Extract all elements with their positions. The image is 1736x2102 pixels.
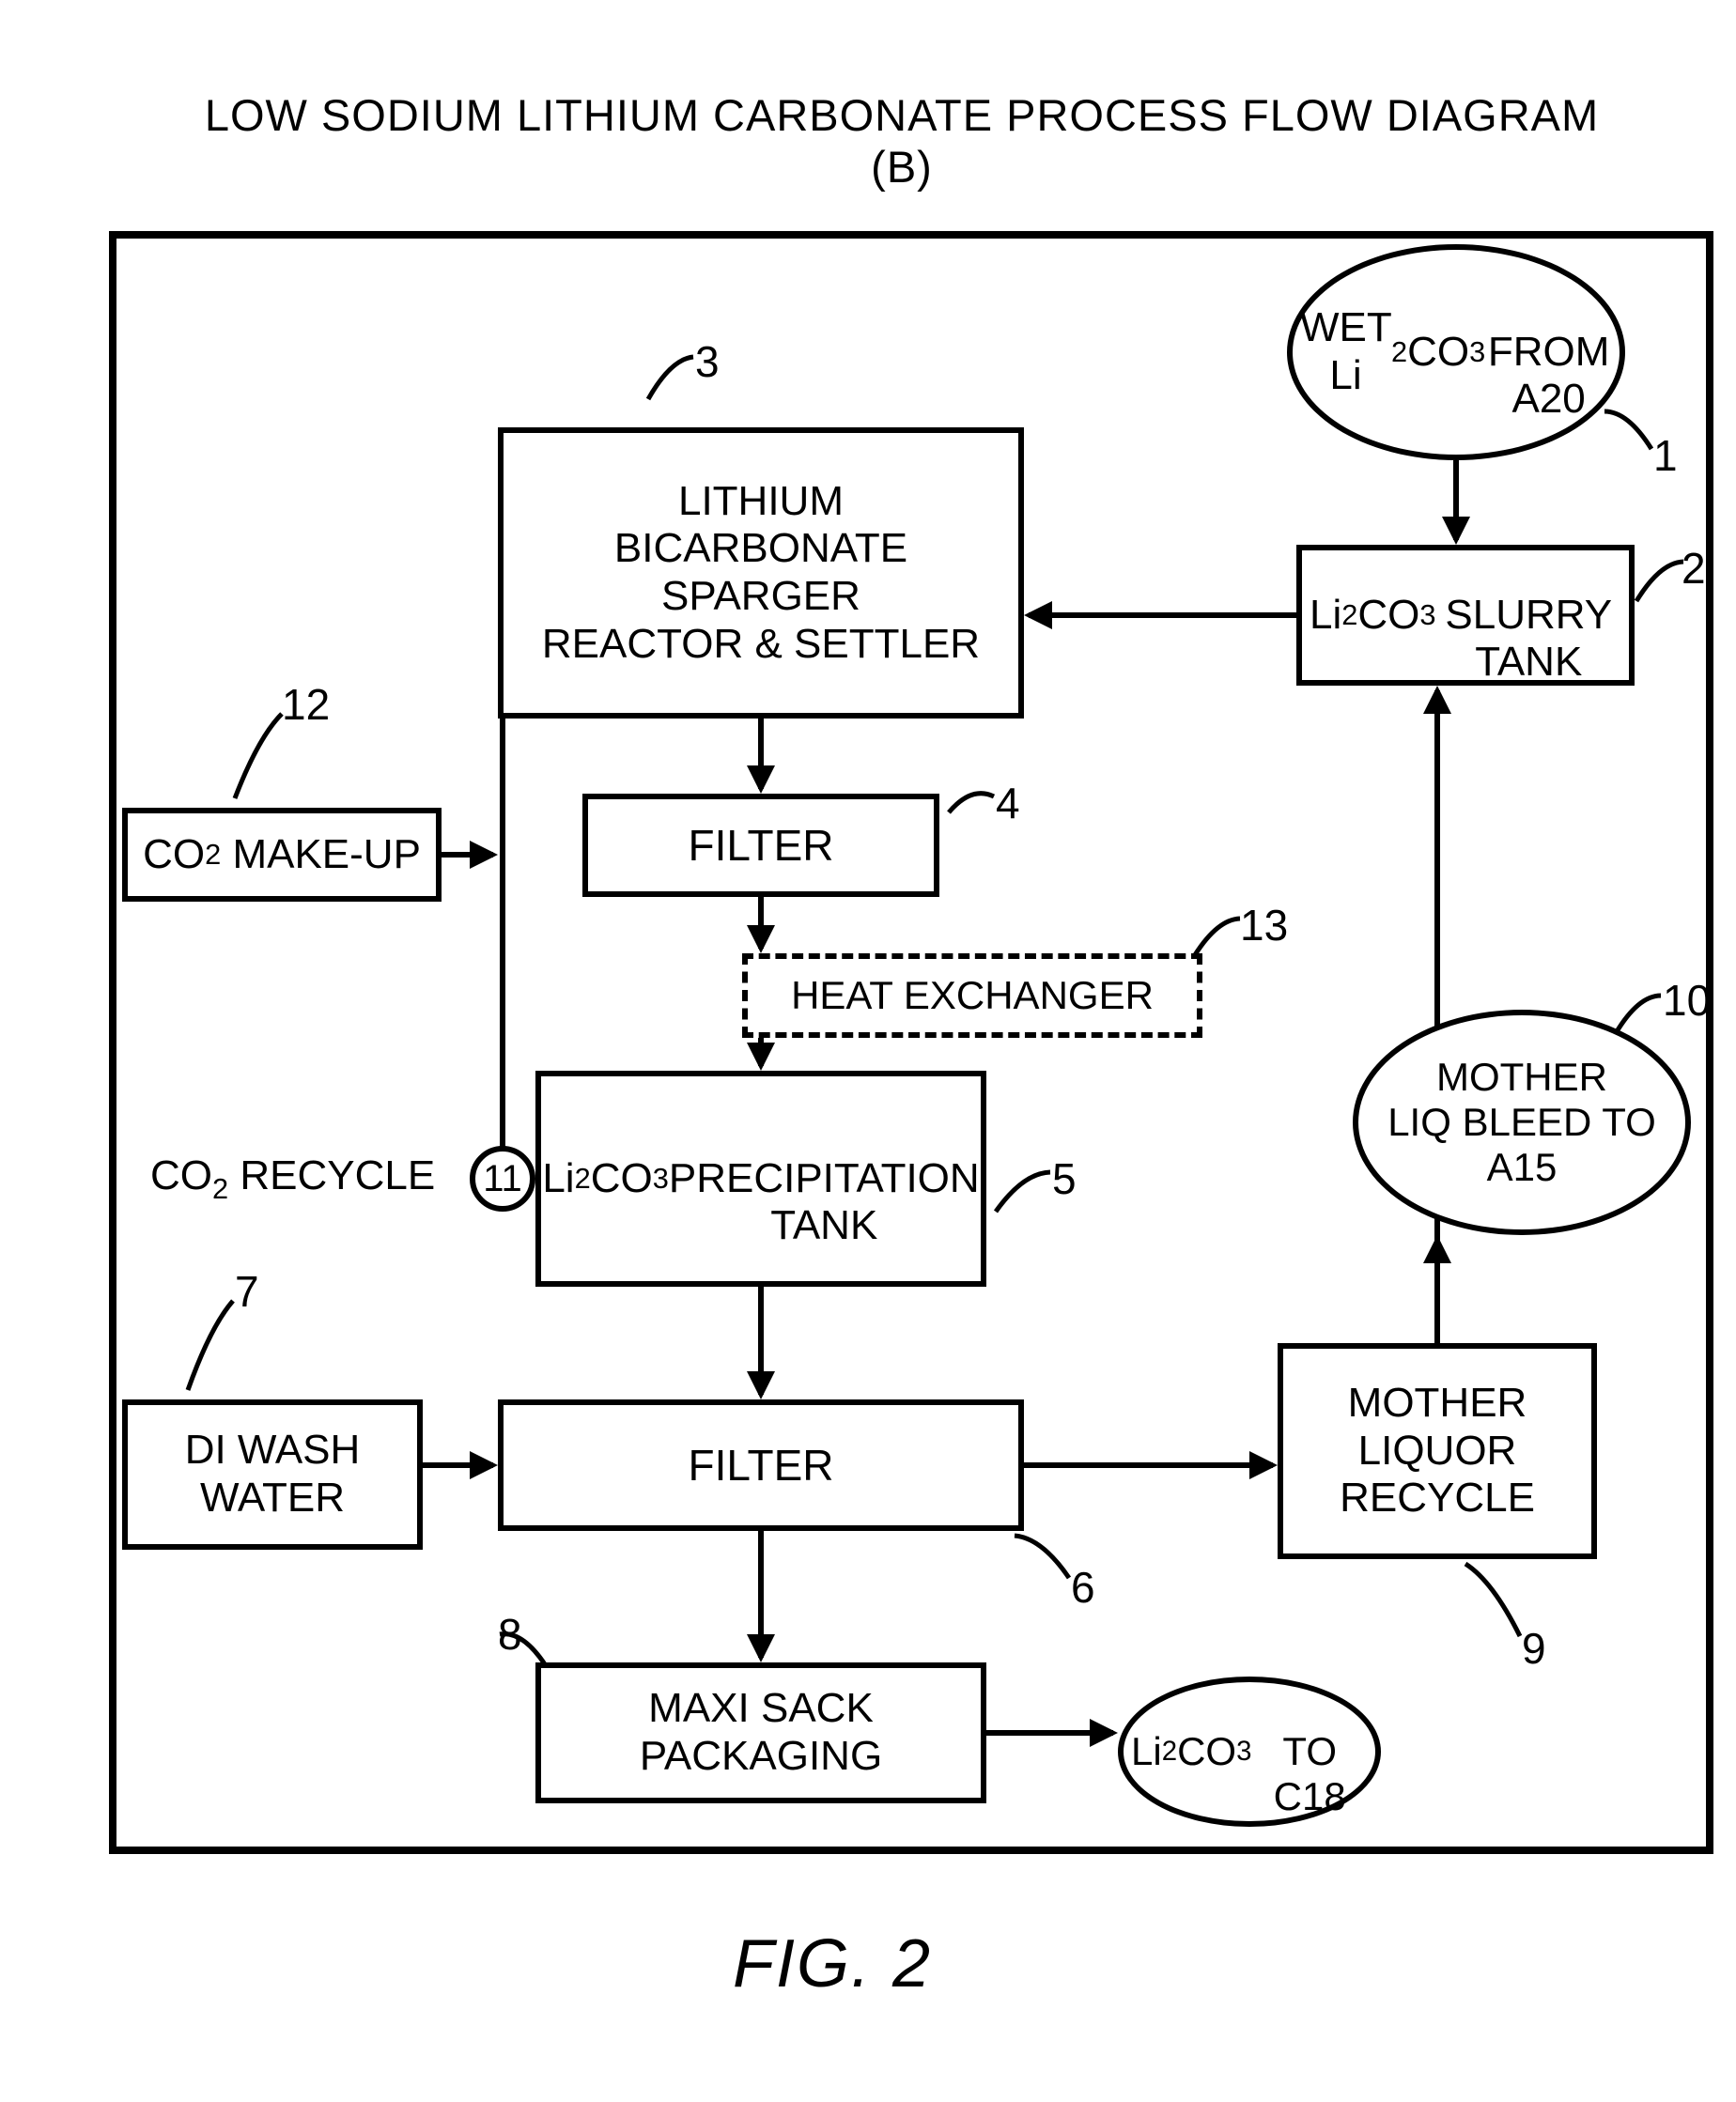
- label-co2recycle: CO2 RECYCLE: [150, 1153, 435, 1205]
- node-n10: MOTHERLIQ BLEED TOA15: [1353, 1010, 1691, 1235]
- refnum-r13: 13: [1240, 902, 1288, 950]
- refnum-r4: 4: [996, 780, 1020, 827]
- node-n6: FILTER: [498, 1399, 1024, 1531]
- refnum-r8: 8: [498, 1611, 522, 1659]
- node-n5: Li2CO3PRECIPITATIONTANK: [535, 1071, 986, 1287]
- refnum-r12: 12: [282, 681, 330, 729]
- node-n9: MOTHERLIQUORRECYCLE: [1278, 1343, 1597, 1559]
- node-n3: LITHIUMBICARBONATESPARGERREACTOR & SETTL…: [498, 427, 1024, 719]
- refnum-r7: 7: [235, 1268, 259, 1316]
- node-n8: MAXI SACKPACKAGING: [535, 1662, 986, 1803]
- refnum-r2: 2: [1682, 545, 1706, 593]
- node-n2: Li2CO3SLURRY TANK: [1296, 545, 1635, 686]
- node-n4: FILTER: [582, 794, 939, 897]
- refnum-r5: 5: [1052, 1155, 1077, 1203]
- figure-caption: FIG. 2: [733, 1925, 932, 2002]
- node-o14: Li2CO3TO C18: [1118, 1677, 1381, 1827]
- node-n11: 11: [470, 1146, 535, 1212]
- refnum-r6: 6: [1071, 1564, 1095, 1612]
- diagram-title: LOW SODIUM LITHIUM CARBONATE PROCESS FLO…: [169, 89, 1635, 193]
- refnum-r10: 10: [1663, 977, 1711, 1025]
- node-n7: DI WASHWATER: [122, 1399, 423, 1550]
- refnum-r3: 3: [695, 338, 720, 386]
- node-n13: HEAT EXCHANGER: [742, 953, 1202, 1038]
- refnum-r9: 9: [1522, 1625, 1546, 1673]
- node-n12: CO2 MAKE-UP: [122, 808, 442, 902]
- refnum-r1: 1: [1653, 432, 1678, 480]
- node-n1: WET Li2CO3FROM A20: [1287, 244, 1625, 460]
